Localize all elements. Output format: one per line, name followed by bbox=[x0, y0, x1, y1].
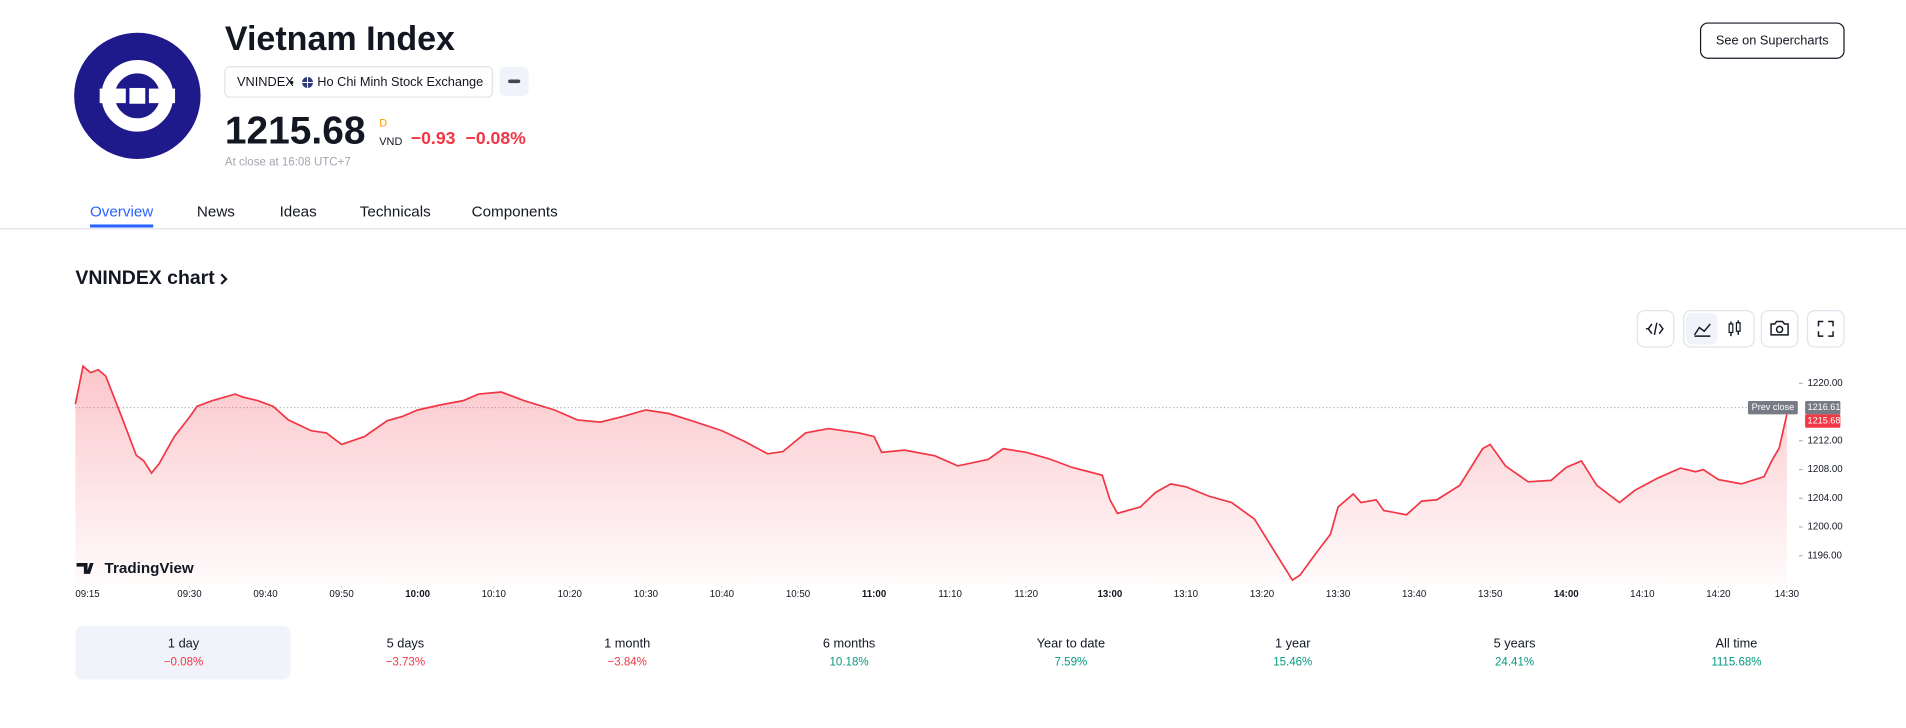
prev-close-tag bbox=[1747, 401, 1798, 415]
status: At close at 16:08 UTC+7 bbox=[225, 157, 351, 169]
prev-close-label: Prev close bbox=[1752, 402, 1795, 412]
tab-indicator bbox=[89, 224, 154, 228]
period-button[interactable] bbox=[298, 626, 513, 679]
embed-icon bbox=[1645, 322, 1664, 336]
period-button[interactable] bbox=[1408, 626, 1623, 679]
period-label: All time bbox=[1716, 636, 1758, 651]
exchange: Ho Chi Minh Stock Exchange bbox=[317, 74, 483, 89]
y-tick-label: 1212.00 bbox=[1808, 435, 1844, 446]
price: 1215.68 bbox=[225, 110, 366, 153]
fullscreen-button[interactable] bbox=[1806, 310, 1845, 348]
currency: VND bbox=[379, 136, 402, 148]
brand-label: TradingView bbox=[105, 560, 194, 577]
prev-close-value-tag bbox=[1805, 401, 1841, 415]
x-tick-label: 10:00 bbox=[405, 589, 430, 600]
globe-icon bbox=[302, 77, 314, 88]
x-tick-label: 13:10 bbox=[1174, 589, 1199, 600]
more-icon bbox=[508, 79, 521, 84]
x-tick-label: 11:00 bbox=[862, 589, 886, 600]
change: −0.93 bbox=[411, 128, 456, 148]
x-tick-label: 09:30 bbox=[177, 589, 202, 600]
y-tick-label: 1196.00 bbox=[1808, 550, 1843, 561]
y-tick-label: 1204.00 bbox=[1808, 493, 1844, 504]
separator bbox=[290, 80, 294, 85]
interval: D bbox=[379, 118, 387, 130]
last-value: 1215.68 bbox=[1808, 415, 1841, 425]
period-button[interactable] bbox=[742, 626, 957, 679]
period-label: 1 month bbox=[604, 636, 650, 651]
period-change: −3.84% bbox=[608, 657, 647, 669]
tab[interactable]: News bbox=[197, 203, 235, 220]
supercharts-button[interactable] bbox=[1699, 22, 1845, 59]
last-value-tag bbox=[1805, 414, 1841, 428]
period-label: 5 years bbox=[1494, 636, 1536, 651]
x-tick-label: 13:00 bbox=[1097, 589, 1122, 600]
period-label: 6 months bbox=[823, 636, 876, 651]
period-button[interactable] bbox=[520, 626, 735, 679]
x-tick-label: 13:20 bbox=[1250, 589, 1275, 600]
tab[interactable]: Technicals bbox=[360, 203, 431, 220]
x-tick-label: 09:50 bbox=[329, 589, 354, 600]
period-label: 1 day bbox=[168, 636, 200, 651]
period-change: 10.18% bbox=[830, 657, 869, 669]
prev-close-value: 1216.61 bbox=[1808, 402, 1841, 412]
camera-icon bbox=[1770, 320, 1789, 336]
period-label: 5 days bbox=[387, 636, 425, 651]
x-tick-label: 10:50 bbox=[786, 589, 811, 600]
x-tick-label: 14:10 bbox=[1630, 589, 1655, 600]
tab[interactable]: Components bbox=[472, 203, 559, 220]
x-tick-label: 14:00 bbox=[1554, 589, 1579, 600]
symbol: VNINDEX bbox=[237, 74, 294, 89]
period-label: 1 year bbox=[1275, 636, 1311, 651]
chart-heading[interactable]: VNINDEX chart bbox=[75, 267, 215, 289]
x-tick-label: 11:20 bbox=[1014, 589, 1038, 600]
supercharts-label: See on Supercharts bbox=[1716, 33, 1829, 48]
period-change: 7.59% bbox=[1055, 657, 1088, 669]
period-change: 15.46% bbox=[1273, 657, 1312, 669]
period-button[interactable] bbox=[1629, 626, 1844, 679]
period-button[interactable] bbox=[1186, 626, 1401, 679]
x-tick-label: 10:30 bbox=[634, 589, 659, 600]
fullscreen-icon bbox=[1817, 320, 1834, 337]
y-tick-label: 1208.00 bbox=[1808, 464, 1844, 475]
period-change: −3.73% bbox=[386, 657, 425, 669]
x-tick-label: 13:30 bbox=[1326, 589, 1351, 600]
x-tick-label: 09:40 bbox=[253, 589, 278, 600]
x-tick-label: 10:40 bbox=[710, 589, 735, 600]
x-tick-label: 13:40 bbox=[1402, 589, 1427, 600]
y-tick-label: 1220.00 bbox=[1808, 378, 1844, 389]
x-tick-label: 09:15 bbox=[75, 589, 99, 600]
x-tick-label: 11:10 bbox=[938, 589, 962, 600]
period-label: Year to date bbox=[1037, 636, 1105, 651]
periods: 1 day −0.08% 5 days −3.73% 1 month −3.84% 6 mo… bbox=[75, 626, 1844, 680]
chevron bbox=[220, 273, 228, 285]
area bbox=[75, 366, 1787, 585]
symbol-badge[interactable] bbox=[224, 66, 493, 98]
tab[interactable]: Overview bbox=[90, 203, 153, 220]
period-change: 24.41% bbox=[1495, 657, 1534, 669]
period-change: 1115.68% bbox=[1711, 657, 1761, 669]
y-tick-label: 1200.00 bbox=[1808, 522, 1844, 533]
x-tick-label: 14:20 bbox=[1706, 589, 1731, 600]
tab[interactable]: Ideas bbox=[280, 203, 318, 220]
x-tick-label: 14:30 bbox=[1775, 589, 1800, 600]
line bbox=[74, 364, 1788, 582]
tabs: Overview News Ideas Technicals Components bbox=[89, 203, 559, 228]
chart: 1196.00 1200.00 1204.00 1208.00 1212.00 1220.… bbox=[74, 364, 1844, 600]
change-percent: −0.08% bbox=[466, 128, 527, 148]
toolbar bbox=[1636, 310, 1845, 348]
x-tick-label: 13:50 bbox=[1478, 589, 1503, 600]
x-tick-label: 10:20 bbox=[558, 589, 583, 600]
snapshot-button[interactable] bbox=[1760, 310, 1799, 348]
brand: TradingView bbox=[76, 560, 194, 577]
logo bbox=[74, 32, 201, 159]
line-style-icon bbox=[1693, 323, 1711, 337]
period-selected[interactable] bbox=[75, 626, 291, 680]
title: Vietnam Index bbox=[225, 20, 455, 58]
period-button[interactable] bbox=[964, 626, 1179, 679]
x-tick-label: 10:10 bbox=[482, 589, 507, 600]
period-change: −0.08% bbox=[164, 657, 203, 669]
